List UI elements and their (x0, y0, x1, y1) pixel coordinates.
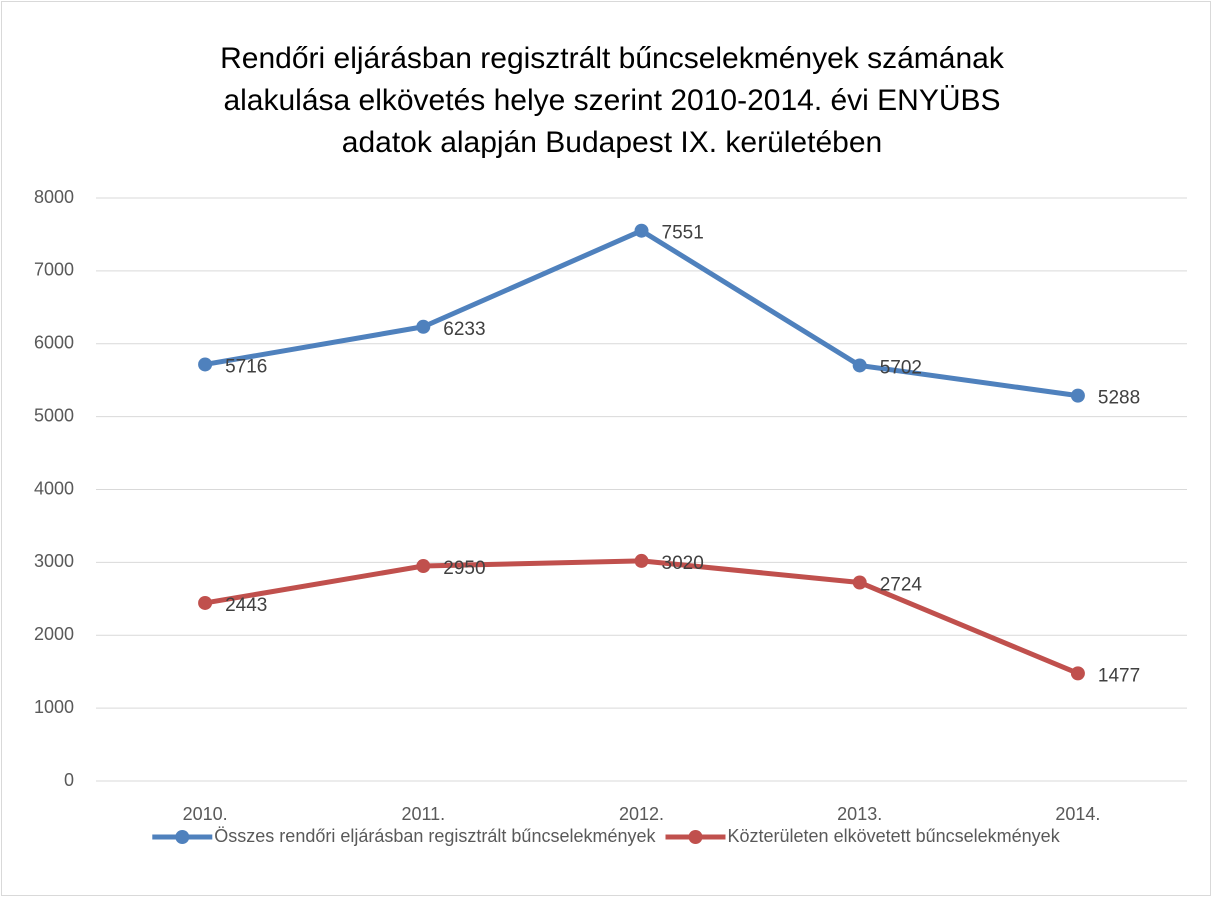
chart-title: Rendőri eljárásban regisztrált bűncselek… (220, 42, 1005, 75)
y-tick-label: 3000 (34, 551, 74, 571)
x-tick-label: 2014. (1055, 804, 1100, 824)
x-tick-label: 2012. (619, 804, 664, 824)
data-label: 5702 (880, 357, 922, 378)
chart-title: alakulása elkövetés helye szerint 2010-2… (223, 84, 1000, 117)
y-tick-label: 6000 (34, 333, 74, 353)
data-label: 2724 (880, 575, 923, 596)
data-label: 3020 (662, 553, 704, 574)
data-label: 6233 (443, 319, 485, 340)
data-label: 2950 (443, 558, 485, 579)
legend-marker (688, 830, 703, 844)
data-label: 5288 (1098, 388, 1140, 409)
data-point (198, 357, 213, 372)
legend-label: Összes rendőri eljárásban regisztrált bű… (214, 826, 656, 846)
data-point (198, 595, 213, 610)
data-point (1070, 666, 1085, 681)
legend-marker (175, 830, 190, 844)
data-point (416, 319, 431, 334)
chart-title: adatok alapján Budapest IX. kerületében (342, 126, 882, 159)
y-tick-label: 4000 (34, 478, 74, 498)
x-tick-label: 2013. (837, 804, 882, 824)
legend-label: Közterületen elkövetett bűncselekmények (728, 826, 1061, 846)
y-tick-label: 7000 (34, 260, 74, 280)
data-label: 5716 (225, 356, 267, 377)
data-point (852, 575, 867, 590)
data-point (416, 559, 431, 574)
x-tick-label: 2010. (183, 804, 228, 824)
y-tick-label: 0 (64, 770, 74, 790)
x-tick-label: 2011. (401, 804, 445, 824)
data-label: 7551 (662, 223, 704, 244)
data-label: 2443 (225, 595, 267, 616)
y-tick-label: 1000 (34, 697, 74, 717)
data-point (634, 223, 649, 238)
y-tick-label: 8000 (34, 187, 74, 207)
data-point (1070, 388, 1085, 403)
data-point (634, 553, 649, 568)
data-point (852, 358, 867, 373)
y-tick-label: 5000 (34, 405, 74, 425)
data-label: 1477 (1098, 665, 1140, 686)
y-tick-label: 2000 (34, 624, 74, 644)
